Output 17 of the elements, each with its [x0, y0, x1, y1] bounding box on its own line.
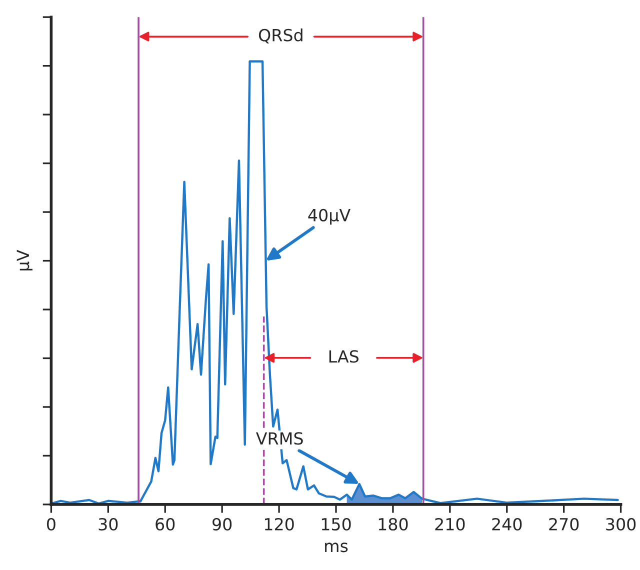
- x-tick-label: 60: [156, 518, 175, 531]
- y-axis-title: µV: [16, 250, 32, 270]
- x-tick-label: 0: [46, 518, 56, 531]
- annotation: LAS: [329, 350, 358, 363]
- x-tick-label: 270: [549, 518, 579, 531]
- x-axis-title: ms: [325, 542, 348, 552]
- annotation: 40µV: [308, 208, 350, 225]
- annotation: VRMS: [256, 432, 303, 445]
- x-tick-label: 240: [492, 518, 522, 531]
- text: QRSd: [258, 28, 302, 44]
- x-tick-label: 30: [98, 518, 118, 531]
- x-tick-label: 120: [264, 518, 294, 531]
- x-tick-label: 300: [606, 518, 636, 531]
- x-tick-label: 150: [322, 518, 351, 531]
- x-tick-label: 180: [378, 518, 408, 531]
- x-tick-label: 210: [435, 518, 465, 531]
- x-tick-label: 90: [212, 518, 232, 531]
